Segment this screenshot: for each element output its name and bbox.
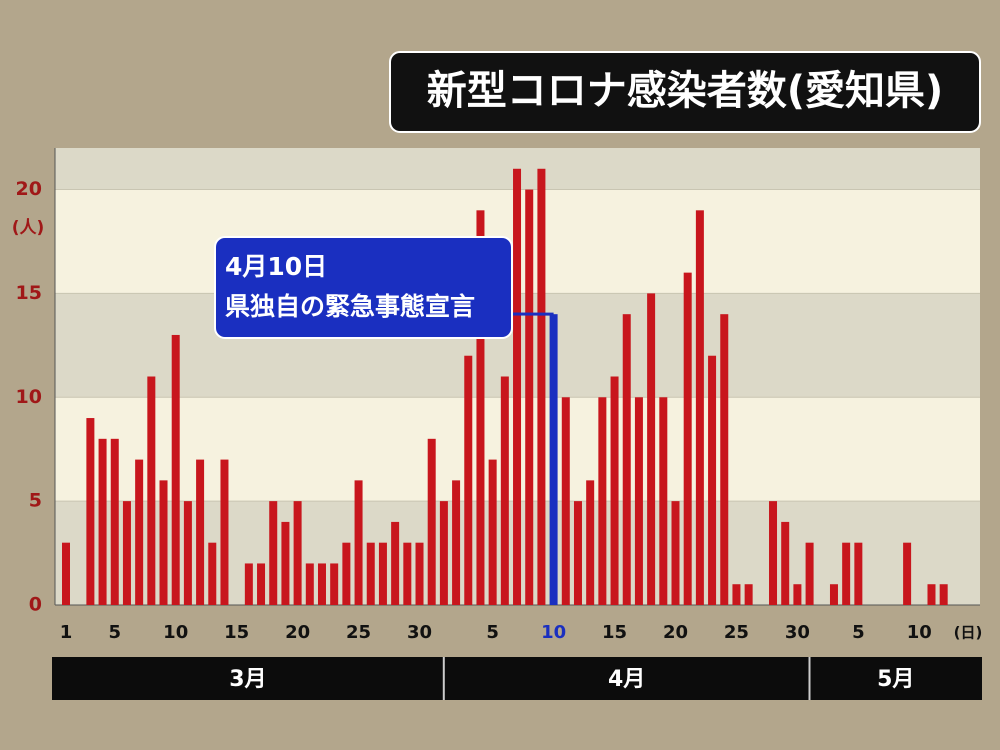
bar <box>720 314 729 605</box>
bar <box>561 397 570 605</box>
bar <box>488 459 497 605</box>
bar <box>598 397 607 605</box>
y-tick-label: 5 <box>29 490 42 512</box>
bar <box>293 501 302 605</box>
bar <box>110 438 119 605</box>
bar <box>305 563 314 605</box>
bar <box>415 542 424 605</box>
bar <box>98 438 107 605</box>
bar <box>86 418 95 605</box>
x-tick-label: 10 <box>541 622 566 643</box>
chart-title: 新型コロナ感染者数(愛知県) <box>427 68 944 114</box>
bar <box>537 168 546 606</box>
x-tick-label: 20 <box>663 622 688 643</box>
y-axis-label: (人) <box>12 218 45 238</box>
annotation-text: 県独自の緊急事態宣言 <box>225 292 475 321</box>
bar <box>244 563 253 605</box>
bar <box>854 542 863 605</box>
bar <box>220 459 229 605</box>
bar <box>525 189 534 605</box>
x-tick-label: 15 <box>602 622 627 643</box>
x-tick-label: 1 <box>60 622 73 643</box>
x-tick-label: 30 <box>785 622 810 643</box>
bar <box>769 501 778 605</box>
bar <box>695 210 704 605</box>
bar <box>354 480 363 605</box>
x-tick-label: 20 <box>285 622 310 643</box>
bar <box>732 584 741 605</box>
bar <box>708 355 717 605</box>
bar <box>622 314 631 605</box>
bar <box>842 542 851 605</box>
bar <box>342 542 351 605</box>
bar <box>513 168 522 606</box>
x-tick-label: 5 <box>486 622 499 643</box>
bar <box>829 584 838 605</box>
x-tick-label: 10 <box>163 622 188 643</box>
bar <box>500 376 509 605</box>
bar <box>122 501 131 605</box>
x-tick-label: 5 <box>108 622 121 643</box>
x-tick-label: 30 <box>407 622 432 643</box>
bar <box>464 355 473 605</box>
month-label: 5月 <box>877 667 914 692</box>
bar <box>586 480 595 605</box>
y-tick-label: 10 <box>16 386 42 408</box>
month-bar <box>52 657 982 700</box>
annotation-box <box>214 236 513 339</box>
x-axis-label: (日) <box>954 624 983 642</box>
bar <box>196 459 205 605</box>
bar <box>269 501 278 605</box>
bar <box>659 397 668 605</box>
bar <box>135 459 144 605</box>
bar <box>208 542 217 605</box>
month-label: 4月 <box>608 667 645 692</box>
x-tick-label: 25 <box>346 622 371 643</box>
bar <box>317 563 326 605</box>
month-label: 3月 <box>229 667 266 692</box>
bar <box>744 584 753 605</box>
bar <box>183 501 192 605</box>
annotation-text: 4月10日 <box>225 252 327 281</box>
bar <box>476 210 485 605</box>
x-tick-label: 25 <box>724 622 749 643</box>
bar <box>452 480 461 605</box>
bar <box>781 521 790 605</box>
bar <box>171 334 180 605</box>
bar <box>257 563 266 605</box>
y-tick-label: 15 <box>16 282 42 304</box>
bar <box>634 397 643 605</box>
y-tick-label: 20 <box>16 178 42 200</box>
bar <box>610 376 619 605</box>
bar <box>573 501 582 605</box>
bar <box>793 584 802 605</box>
x-tick-label: 10 <box>907 622 932 643</box>
bar <box>159 480 168 605</box>
x-tick-label: 15 <box>224 622 249 643</box>
bar <box>281 521 290 605</box>
bar <box>671 501 680 605</box>
y-tick-label: 0 <box>29 594 42 616</box>
bar <box>647 293 656 605</box>
bar <box>903 542 912 605</box>
bar <box>427 438 436 605</box>
bar <box>683 272 692 605</box>
bar <box>366 542 375 605</box>
bar <box>378 542 387 605</box>
bar <box>330 563 339 605</box>
title-box <box>389 51 981 133</box>
bar <box>805 542 814 605</box>
x-tick-label: 5 <box>852 622 865 643</box>
bar <box>391 521 400 605</box>
bar <box>939 584 948 605</box>
bar <box>403 542 412 605</box>
bar <box>62 542 70 605</box>
bar <box>549 314 558 605</box>
bar <box>439 501 448 605</box>
bar <box>147 376 156 605</box>
bar <box>927 584 936 605</box>
